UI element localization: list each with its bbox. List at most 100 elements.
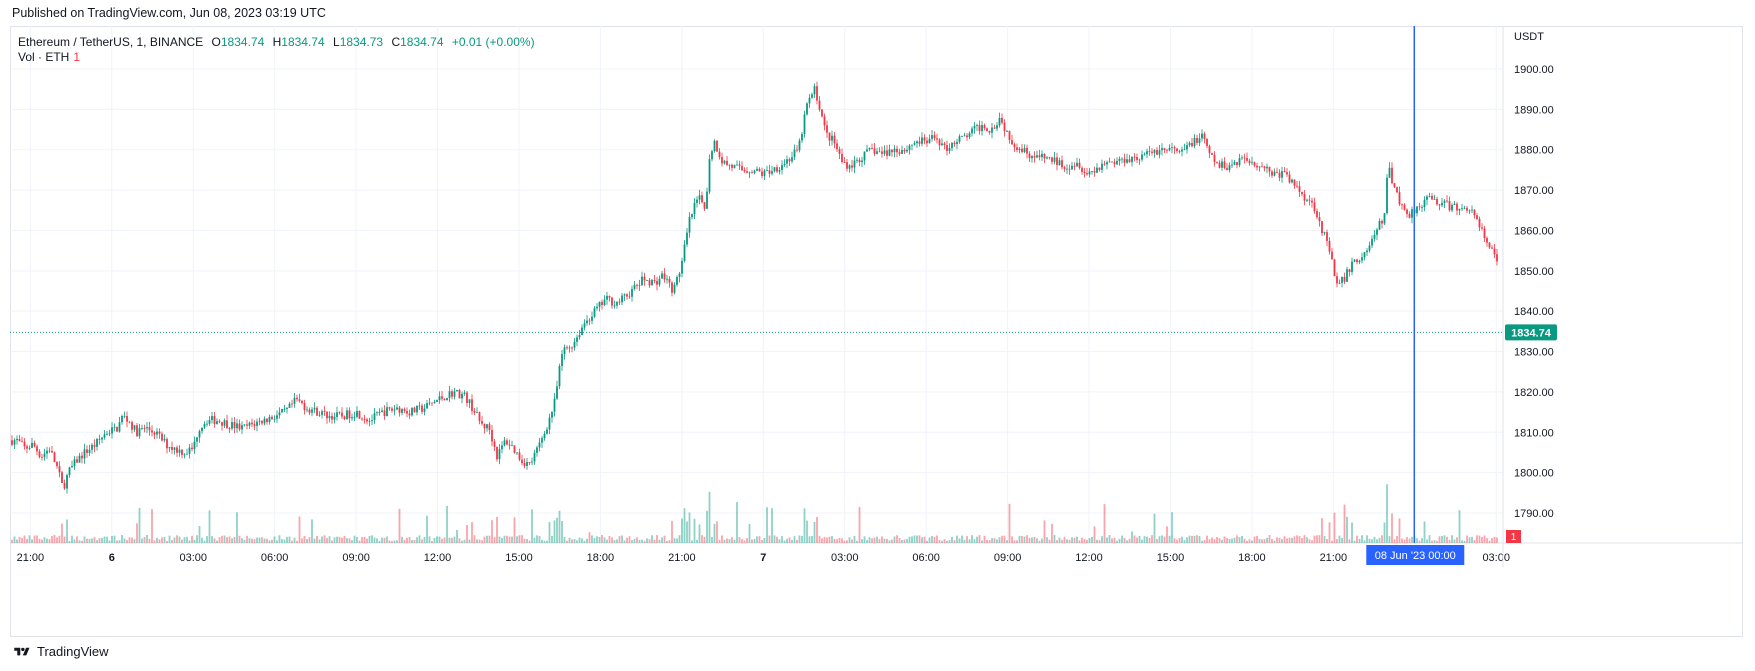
volume-bar xyxy=(1393,539,1396,543)
candle-body xyxy=(631,288,633,297)
candle-body xyxy=(383,410,386,417)
volume-bar xyxy=(1178,538,1181,543)
candle-body xyxy=(91,444,93,450)
volume-bar xyxy=(1093,526,1096,543)
volume-bar xyxy=(808,536,811,543)
candle-body xyxy=(928,138,931,144)
candle-body xyxy=(268,416,271,423)
candle-body xyxy=(683,244,686,261)
volume-bar xyxy=(566,540,568,543)
y-tick-label: 1870.00 xyxy=(1514,185,1554,197)
candle-body xyxy=(1241,157,1243,159)
candle-body xyxy=(323,411,326,413)
volume-bar xyxy=(343,535,346,543)
volume-bar xyxy=(758,536,761,543)
volume-bar xyxy=(508,536,511,543)
volume-bar xyxy=(1326,538,1328,543)
candle-body xyxy=(171,446,173,450)
candle-body xyxy=(1338,282,1341,284)
candle-body xyxy=(1391,167,1393,184)
volume-bar xyxy=(728,539,731,543)
volume-bar xyxy=(1091,536,1093,543)
candle-body xyxy=(856,159,858,161)
volume-bar xyxy=(1483,535,1486,543)
volume-bar xyxy=(1246,540,1248,543)
candle-body xyxy=(871,147,873,149)
candle-body xyxy=(811,94,813,98)
volume-bar xyxy=(21,537,23,543)
volume-bar xyxy=(1251,540,1253,543)
volume-bar xyxy=(893,536,896,543)
volume-bar xyxy=(18,536,21,543)
candle-body xyxy=(898,152,901,154)
candle-body xyxy=(858,159,861,163)
volume-bar xyxy=(126,540,128,543)
volume-bar xyxy=(331,540,333,543)
volume-bar xyxy=(31,539,33,543)
candle-body xyxy=(981,125,983,132)
candle-body xyxy=(88,449,91,453)
candle-body xyxy=(1066,168,1068,170)
candle-body xyxy=(121,416,123,423)
candle-body xyxy=(256,421,258,426)
volume-bar xyxy=(828,536,831,543)
volume-bar xyxy=(596,536,598,543)
candle-body xyxy=(66,475,68,489)
candle-body xyxy=(781,164,783,170)
volume-bar xyxy=(1196,535,1198,543)
candle-body xyxy=(1046,157,1048,159)
volume-bar xyxy=(608,535,611,543)
candle-body xyxy=(838,149,841,154)
volume-bar xyxy=(81,540,83,543)
symbol-label[interactable]: Ethereum / TetherUS, 1, BINANCE xyxy=(18,35,204,49)
candle-body xyxy=(263,418,266,424)
volume-bar xyxy=(151,509,153,543)
volume-bar xyxy=(773,535,776,543)
candle-body xyxy=(828,132,831,141)
x-tick-label: 21:00 xyxy=(17,552,45,564)
volume-bar xyxy=(1023,536,1026,543)
candle-body xyxy=(663,273,666,280)
volume-bar xyxy=(128,537,131,543)
candle-body xyxy=(93,444,96,447)
volume-bar xyxy=(938,540,941,543)
candle-body xyxy=(238,423,241,430)
volume-bar xyxy=(393,540,396,543)
candle-body xyxy=(393,409,396,411)
volume-bar xyxy=(1316,535,1318,543)
candle-body xyxy=(56,461,58,467)
volume-bar xyxy=(733,539,736,543)
candle-body xyxy=(991,127,993,133)
volume-bar xyxy=(196,535,198,543)
candle-body xyxy=(761,171,763,176)
volume-bar xyxy=(1011,536,1013,543)
footer-brand[interactable]: TradingView xyxy=(12,644,109,659)
chart-panel[interactable] xyxy=(10,26,1743,637)
candle-body xyxy=(503,440,506,446)
volume-bar xyxy=(401,536,403,543)
volume-bar xyxy=(1391,513,1393,543)
volume-bar xyxy=(1131,531,1133,543)
volume-bar xyxy=(91,538,93,543)
candle-body xyxy=(533,452,536,462)
volume-bar xyxy=(66,519,68,543)
candle-body xyxy=(453,391,456,397)
candle-body xyxy=(1068,168,1071,170)
candle-body xyxy=(31,442,33,448)
volume-bar xyxy=(338,536,341,543)
volume-bar xyxy=(426,515,428,543)
y-tick-label: 1810.00 xyxy=(1514,427,1554,439)
volume-bar xyxy=(1368,538,1371,543)
volume-bar xyxy=(878,539,881,543)
candle-body xyxy=(113,426,116,428)
volume-bar xyxy=(1301,538,1303,543)
volume-bar xyxy=(738,537,741,543)
candle-body xyxy=(1471,209,1473,211)
volume-bar xyxy=(268,540,271,543)
volume-bar xyxy=(216,540,218,543)
volume-bar xyxy=(466,525,468,543)
candle-body xyxy=(246,424,248,426)
volume-label[interactable]: Vol · ETH xyxy=(18,50,70,64)
volume-bar xyxy=(781,536,783,543)
